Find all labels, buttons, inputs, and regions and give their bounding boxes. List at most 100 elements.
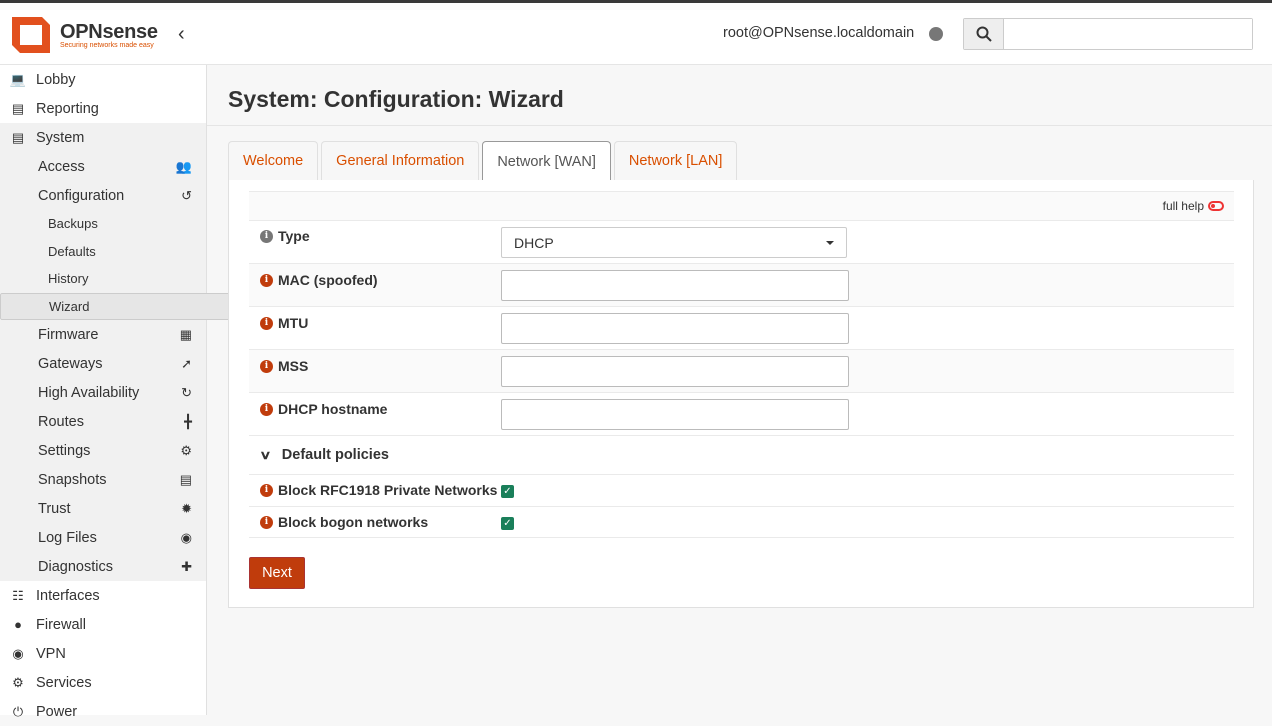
sidebar-item-snapshots[interactable]: Snapshots ▤ <box>0 465 206 494</box>
mac-row: i MAC (spoofed) <box>249 263 1234 306</box>
bogon-row: i Block bogon networks ✓ <box>249 506 1234 538</box>
sidebar: 💻 Lobby ▤ Reporting ▤ System Access 👥 Config… <box>0 65 346 720</box>
label: Diagnostics <box>38 558 113 575</box>
eye-icon: ◉ <box>180 529 192 545</box>
status-dot-icon <box>929 27 943 41</box>
sidebar-item-system[interactable]: ▤ System <box>0 123 206 152</box>
building-icon: ▦ <box>179 326 192 342</box>
wizard-panel: full help i Type DHCP i MAC (spoofed) i MTU… <box>228 180 1254 608</box>
sidebar-item-history[interactable]: History <box>0 265 206 293</box>
collapse-sidebar-icon[interactable]: ‹ <box>178 23 185 45</box>
toggle-off-icon[interactable] <box>1208 201 1224 211</box>
label: VPN <box>36 645 66 662</box>
mtu-row: i MTU <box>249 306 1234 349</box>
sidebar-item-access[interactable]: Access 👥 <box>0 152 206 181</box>
brand-name: OPNsense <box>60 21 158 43</box>
users-icon: 👥 <box>175 158 192 174</box>
mac-label: MAC (spoofed) <box>278 272 378 288</box>
sidebar-item-log-files[interactable]: Log Files ◉ <box>0 523 206 552</box>
label: Lobby <box>36 71 76 88</box>
mss-input[interactable] <box>501 356 849 387</box>
info-icon[interactable]: i <box>260 359 273 373</box>
sidebar-item-vpn[interactable]: ◉ VPN <box>0 639 206 668</box>
tab-network-wan[interactable]: Network [WAN] <box>482 141 611 181</box>
plug-icon: ⏻ <box>12 703 24 719</box>
sidebar-item-power[interactable]: ⏻ Power <box>0 697 206 726</box>
tab-welcome[interactable]: Welcome <box>228 141 319 180</box>
mtu-label: MTU <box>278 315 309 331</box>
signs-icon: ╋ <box>184 413 192 429</box>
label: Power <box>36 703 78 720</box>
next-button[interactable]: Next <box>249 557 305 589</box>
tab-bar: Welcome General Information Network [WAN… <box>228 141 1254 181</box>
top-border <box>0 0 1272 3</box>
dhcp-hostname-input[interactable] <box>501 399 849 430</box>
sidebar-item-diagnostics[interactable]: Diagnostics ✚ <box>0 552 206 581</box>
sidebar-item-configuration[interactable]: Configuration ↺ <box>0 181 206 210</box>
sidebar-item-backups[interactable]: Backups <box>0 210 206 238</box>
sidebar-item-firmware[interactable]: Firmware ▦ <box>0 320 206 349</box>
sidebar-item-firewall[interactable]: ● Firewall <box>0 610 206 639</box>
sidebar-item-gateways[interactable]: Gateways ➚ <box>0 349 206 378</box>
label: Wizard <box>49 298 90 314</box>
sidebar-item-trust[interactable]: Trust ✹ <box>0 494 206 523</box>
info-icon[interactable]: i <box>260 402 273 416</box>
tab-general-information[interactable]: General Information <box>321 141 480 180</box>
info-icon[interactable]: i <box>260 316 273 330</box>
label: Backups <box>48 216 98 232</box>
brand-tagline: Securing networks made easy <box>60 42 154 49</box>
mss-row: i MSS <box>249 349 1234 392</box>
hdd-icon: ▤ <box>179 471 192 487</box>
sidebar-item-routes[interactable]: Routes ╋ <box>0 407 206 436</box>
rfc1918-checkbox[interactable]: ✓ <box>501 485 514 498</box>
info-icon[interactable]: i <box>260 229 273 243</box>
server-icon: ▤ <box>11 129 25 145</box>
info-icon[interactable]: i <box>260 483 273 497</box>
info-icon[interactable]: i <box>260 515 273 529</box>
history-icon: ↺ <box>181 187 192 203</box>
type-row: i Type DHCP <box>249 220 1234 263</box>
info-icon[interactable]: i <box>260 273 273 287</box>
sidebar-item-lobby[interactable]: 💻 Lobby <box>0 65 206 94</box>
refresh-icon: ↻ <box>181 384 192 400</box>
cogs-icon: ⚙ <box>180 442 192 458</box>
bogon-checkbox[interactable]: ✓ <box>501 517 514 530</box>
sidebar-item-interfaces[interactable]: ☷ Interfaces <box>0 581 206 610</box>
sidebar-item-settings[interactable]: Settings ⚙ <box>0 436 206 465</box>
sidebar-item-reporting[interactable]: ▤ Reporting <box>0 94 206 123</box>
label: Settings <box>38 442 91 459</box>
type-select[interactable]: DHCP <box>501 227 847 258</box>
user-label[interactable]: root@OPNsense.localdomain <box>723 25 915 41</box>
search-input[interactable] <box>1004 19 1252 49</box>
label: Defaults <box>48 243 96 259</box>
sidebar-item-high-availability[interactable]: High Availability ↻ <box>0 378 206 407</box>
label: Firewall <box>36 616 86 633</box>
rfc1918-label: Block RFC1918 Private Networks <box>278 482 498 498</box>
location-arrow-icon: ➚ <box>181 355 192 371</box>
dhcp-hostname-label: DHCP hostname <box>278 401 388 417</box>
sidebar-item-defaults[interactable]: Defaults <box>0 237 206 265</box>
chart-icon: ▤ <box>11 100 25 116</box>
mac-input[interactable] <box>501 270 849 301</box>
certificate-icon: ✹ <box>181 500 192 516</box>
medkit-icon: ✚ <box>181 558 192 574</box>
label: Log Files <box>38 529 97 546</box>
sidebar-item-services[interactable]: ⚙ Services <box>0 668 206 697</box>
label: Interfaces <box>36 587 100 604</box>
search-icon[interactable] <box>964 19 1004 49</box>
tab-network-lan[interactable]: Network [LAN] <box>613 141 738 180</box>
label: Gateways <box>38 355 103 372</box>
laptop-icon: 💻 <box>9 71 27 87</box>
full-help-label[interactable]: full help <box>1162 199 1204 213</box>
section-row[interactable]: ∨ Default policies <box>249 435 1234 474</box>
label: History <box>48 271 89 287</box>
mtu-input[interactable] <box>501 313 849 344</box>
chevron-down-icon[interactable]: ∨ <box>259 448 272 462</box>
label: High Availability <box>38 384 140 401</box>
help-row: full help <box>249 191 1234 220</box>
label: Trust <box>38 500 71 517</box>
globe-icon: ◉ <box>12 645 24 661</box>
opnsense-logo-icon <box>12 17 50 53</box>
logo[interactable]: OPNsense Securing networks made easy <box>6 11 158 59</box>
main-content: System: Configuration: Wizard Welcome Ge… <box>207 65 1272 715</box>
